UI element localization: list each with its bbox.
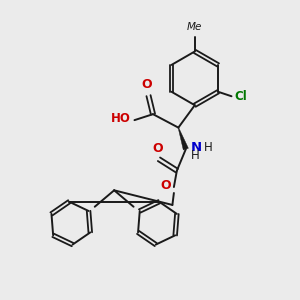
Text: Cl: Cl [235,90,247,103]
Text: H: H [191,149,200,162]
Text: H: H [204,141,213,154]
Text: HO: HO [111,112,131,125]
Text: Me: Me [187,22,202,32]
Text: N: N [191,141,202,154]
Text: O: O [142,78,152,91]
Text: O: O [152,142,163,155]
Text: O: O [160,179,171,192]
Polygon shape [178,128,188,150]
